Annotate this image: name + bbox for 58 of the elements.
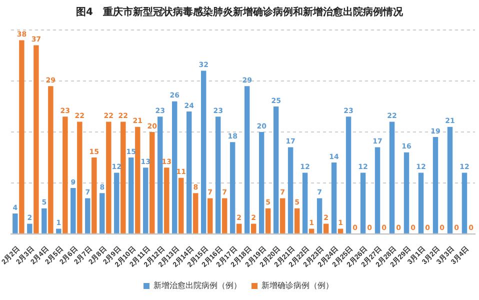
chart-title: 图4 重庆市新型冠状病毒感染肺炎新增确诊病例和新增治愈出院病例情况 (75, 5, 404, 20)
bar (200, 70, 206, 234)
bar (374, 147, 380, 234)
legend-label: 新增确诊病例（例） (262, 281, 334, 290)
bar (56, 228, 62, 234)
bar (230, 142, 236, 234)
bar (447, 126, 453, 234)
bar (48, 86, 54, 234)
bar (418, 172, 424, 234)
bar (316, 198, 322, 234)
bar (186, 112, 192, 234)
bar (360, 172, 366, 234)
bar (158, 116, 163, 234)
bar (208, 198, 213, 234)
bar (19, 40, 24, 234)
bar (70, 188, 76, 234)
bar (288, 147, 294, 234)
bar (12, 214, 18, 234)
bar (338, 228, 344, 234)
bar (302, 172, 308, 234)
bar (178, 178, 184, 234)
bar (62, 116, 68, 234)
bar (294, 208, 300, 234)
bar (215, 116, 221, 234)
bar (120, 122, 126, 234)
bar (331, 162, 337, 234)
bar (42, 208, 47, 234)
bar (250, 224, 256, 234)
bar (323, 224, 329, 234)
bar (85, 198, 90, 234)
bar (100, 193, 105, 234)
bar (432, 137, 438, 234)
bar (135, 126, 140, 234)
bar (389, 122, 395, 234)
bar (265, 208, 271, 234)
bar (114, 172, 120, 234)
bar (308, 228, 314, 234)
bar (280, 198, 286, 234)
legend-label: 新增治愈出院病例（例） (154, 281, 242, 290)
bar (346, 116, 352, 234)
bar (236, 224, 242, 234)
bar (92, 157, 97, 234)
bar (150, 132, 155, 234)
bar (273, 106, 279, 234)
bar (258, 132, 264, 234)
bar (106, 122, 112, 234)
bar (77, 122, 82, 234)
bar (172, 101, 178, 234)
bar (222, 198, 228, 234)
bar (164, 168, 170, 234)
bar (462, 172, 468, 234)
bar (143, 168, 148, 234)
bar (27, 224, 32, 234)
bar (244, 86, 250, 234)
bar (34, 45, 39, 234)
bar (193, 193, 198, 234)
bar (404, 152, 410, 234)
bar (128, 157, 134, 234)
